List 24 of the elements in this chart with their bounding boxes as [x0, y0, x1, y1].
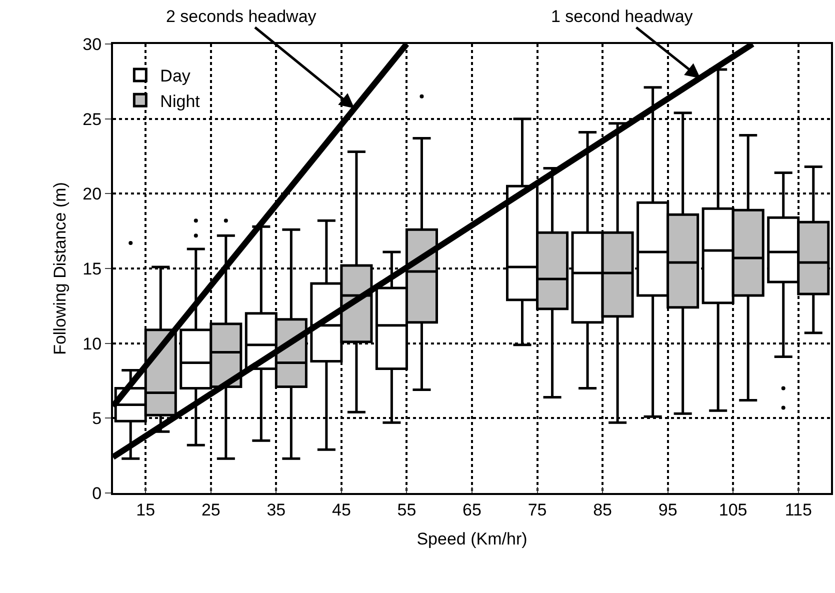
y-tick-label: 25 — [82, 110, 102, 129]
x-tick-label: 105 — [718, 500, 748, 520]
y-tick-label: 30 — [82, 34, 102, 54]
y-tick-label: 10 — [82, 334, 102, 354]
x-axis-title: Speed (Km/hr) — [416, 529, 528, 548]
y-axis-title: Following Distance (m) — [50, 182, 70, 355]
x-tick-label: 15 — [136, 500, 156, 520]
x-tick-label: 65 — [462, 500, 482, 520]
annotation: 1 second headway — [551, 7, 694, 26]
x-tick-label: 25 — [201, 500, 220, 520]
legend-label: Night — [160, 92, 200, 111]
x-tick-label: 55 — [397, 500, 416, 520]
annotation: 2 seconds headway — [166, 7, 317, 26]
x-tick-label: 95 — [658, 500, 678, 520]
y-tick-label: 20 — [82, 184, 102, 204]
x-tick-label: 35 — [266, 500, 286, 520]
y-tick-label: 0 — [92, 484, 102, 503]
y-tick-label: 15 — [82, 259, 102, 278]
x-tick-label: 85 — [593, 500, 612, 520]
x-tick-label: 115 — [784, 500, 812, 520]
y-tick-label: 5 — [92, 409, 102, 428]
legend-label: Day — [160, 66, 191, 86]
x-tick-label: 75 — [528, 500, 547, 520]
x-tick-label: 45 — [332, 500, 351, 520]
